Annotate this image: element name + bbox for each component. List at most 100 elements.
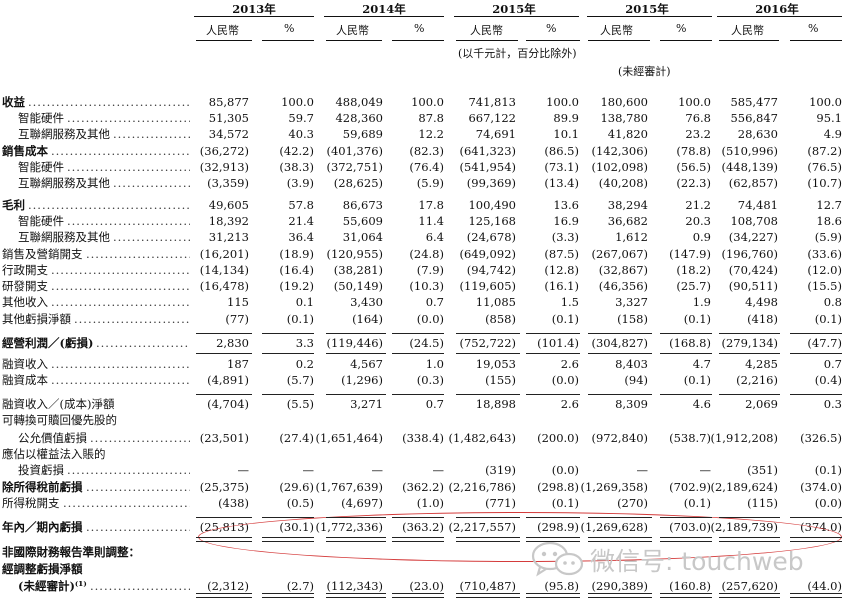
- row-value: (90,511): [728, 279, 778, 293]
- table-row: 除所得稅前虧損.................................…: [0, 479, 844, 495]
- subtotal-rule: [588, 353, 652, 354]
- row-value: (44.0): [807, 579, 842, 593]
- row-value: (12.8): [544, 263, 579, 277]
- total-double-rule: [660, 537, 712, 542]
- row-value: 55,609: [342, 214, 383, 228]
- total-double-rule: [719, 537, 780, 542]
- subtotal-rule: [196, 353, 252, 354]
- row-value: (267,067): [591, 247, 648, 261]
- row-value: (112,343): [326, 579, 383, 593]
- subtotal-rule: [719, 597, 780, 598]
- row-value: (2,216): [736, 373, 778, 387]
- sub-underline: [719, 40, 779, 41]
- table-row: 互聯網服務及其他................................…: [0, 229, 844, 245]
- row-value: (56.5): [676, 160, 711, 174]
- row-value: (374.0): [800, 480, 842, 494]
- table-row: 銷售成本....................................…: [0, 143, 844, 159]
- row-value: 488,049: [335, 95, 383, 109]
- row-value: 87.8: [418, 111, 444, 125]
- row-label: 其他收入: [2, 295, 48, 309]
- leader-dots: ........................................…: [86, 520, 190, 534]
- table-row: 智能硬件....................................…: [0, 159, 844, 175]
- percent-header: %: [284, 22, 295, 35]
- subtotal-rule: [196, 517, 252, 518]
- row-value: (14,134): [199, 263, 249, 277]
- row-value: 59,689: [342, 127, 383, 141]
- row-label: 年內／期內虧損: [2, 520, 83, 534]
- row-label: 非國際財務報告準則調整：: [2, 545, 140, 559]
- row-value: (115): [747, 496, 778, 510]
- row-value: (1,482,643): [448, 431, 516, 445]
- row-value: 1.5: [560, 295, 579, 309]
- row-label: 應佔以權益法入賬的: [2, 447, 106, 461]
- row-value: (86.5): [544, 144, 579, 158]
- row-value: (29.6): [279, 480, 314, 494]
- row-value: (196,760): [721, 247, 778, 261]
- row-value: (0.5): [286, 496, 314, 510]
- year-underline-2014: [324, 16, 444, 17]
- year-underline-2013: [194, 16, 314, 17]
- table-row: 融資成本....................................…: [0, 372, 844, 388]
- row-value: (538.7): [669, 431, 711, 445]
- subtotal-rule: [719, 394, 780, 395]
- leader-dots: ........................................…: [67, 463, 190, 477]
- row-value: (36,272): [199, 144, 249, 158]
- subtotal-rule: [196, 333, 252, 334]
- row-value: (0.1): [683, 496, 711, 510]
- row-label: 投資虧損: [18, 463, 64, 477]
- subtotal-rule: [456, 593, 520, 594]
- row-value: 100.0: [678, 95, 711, 109]
- subtotal-rule: [719, 353, 780, 354]
- row-value: (42.2): [279, 144, 314, 158]
- subtotal-rule: [456, 394, 520, 395]
- row-value: (1,651,464): [315, 431, 383, 445]
- row-value: (1,767,639): [315, 480, 383, 494]
- row-value: —: [237, 463, 250, 477]
- leader-dots: ........................................…: [113, 176, 190, 190]
- row-value: 74,481: [737, 198, 778, 212]
- row-value: (76.5): [807, 160, 842, 174]
- row-value: 49,605: [208, 198, 249, 212]
- year-header-2016: 2016年: [755, 2, 799, 16]
- total-double-rule: [588, 537, 652, 542]
- row-value: (40,208): [598, 176, 648, 190]
- table-row: 毛利......................................…: [0, 197, 844, 213]
- row-value: 21.2: [685, 198, 711, 212]
- subtotal-rule: [456, 597, 520, 598]
- subtotal-rule: [526, 394, 580, 395]
- subtotal-rule: [526, 353, 580, 354]
- row-value: (279,134): [721, 336, 778, 350]
- leader-dots: ........................................…: [86, 480, 190, 494]
- leader-dots: ........................................…: [86, 247, 190, 261]
- row-value: 8,309: [615, 397, 648, 411]
- leader-dots: ........................................…: [51, 279, 190, 293]
- row-value: (77): [225, 312, 249, 326]
- row-value: 28,630: [737, 127, 778, 141]
- row-value: 11,085: [475, 295, 516, 309]
- row-value: 556,847: [730, 111, 778, 125]
- row-value: (13.4): [544, 176, 579, 190]
- row-value: (0.0): [416, 312, 444, 326]
- row-value: (649,092): [459, 247, 516, 261]
- leader-dots: ........................................…: [28, 95, 190, 109]
- total-double-rule: [456, 537, 520, 542]
- subtotal-rule: [262, 593, 314, 594]
- row-value: 0.9: [692, 230, 711, 244]
- row-value: 36,682: [607, 214, 648, 228]
- row-value: (95.8): [544, 579, 579, 593]
- row-value: (0.0): [551, 373, 579, 387]
- row-value: 3,271: [350, 397, 383, 411]
- subtotal-rule: [196, 597, 252, 598]
- row-value: (119,446): [326, 336, 383, 350]
- row-value: 0.3: [823, 397, 842, 411]
- row-value: 18.6: [816, 214, 842, 228]
- subtotal-rule: [262, 333, 314, 334]
- row-value: 0.7: [823, 357, 842, 371]
- percent-header: %: [546, 22, 557, 35]
- subtotal-rule: [526, 593, 580, 594]
- row-label: 收益: [2, 95, 25, 109]
- table-row: 應佔以權益法入賬的: [0, 446, 844, 462]
- row-label: 智能硬件: [18, 111, 64, 125]
- row-value: (120,955): [326, 247, 383, 261]
- row-value: 31,213: [208, 230, 249, 244]
